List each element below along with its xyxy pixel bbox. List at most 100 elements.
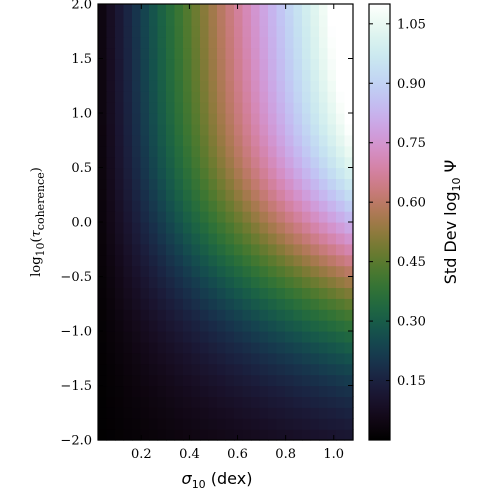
heatmap-cell xyxy=(200,58,210,70)
heatmap-cell xyxy=(293,167,303,179)
heatmap-cell xyxy=(208,331,218,343)
heatmap-cell xyxy=(106,298,116,310)
heatmap-cell xyxy=(183,178,193,190)
heatmap-cell xyxy=(285,407,295,419)
heatmap-cell xyxy=(157,222,167,234)
heatmap-cell xyxy=(234,341,244,354)
heatmap-cell xyxy=(251,80,261,92)
heatmap-cell xyxy=(200,189,210,201)
heatmap-cell xyxy=(191,102,201,114)
heatmap-cell xyxy=(166,287,176,299)
heatmap-cell xyxy=(302,178,312,190)
heatmap-cell xyxy=(242,429,252,441)
heatmap-cell xyxy=(259,407,269,419)
heatmap-cell xyxy=(234,232,244,245)
heatmap-cell xyxy=(140,429,150,441)
heatmap-cell xyxy=(268,222,278,234)
heatmap-cell xyxy=(217,36,227,49)
heatmap-cell xyxy=(123,36,133,49)
heatmap-cell xyxy=(276,352,286,365)
heatmap-cell xyxy=(242,254,252,267)
heatmap-cell xyxy=(310,189,320,201)
heatmap-cell xyxy=(183,320,193,332)
heatmap-cell xyxy=(140,374,150,387)
heatmap-cell xyxy=(276,396,286,408)
heatmap-cell xyxy=(208,145,218,158)
heatmap-cell xyxy=(319,331,329,343)
heatmap-cell xyxy=(115,4,125,16)
heatmap-cell xyxy=(98,265,108,278)
heatmap-cell xyxy=(208,276,218,288)
heatmap-cell xyxy=(302,232,312,245)
heatmap-cell xyxy=(217,309,227,321)
heatmap-cell xyxy=(149,265,159,278)
heatmap-cell xyxy=(276,407,286,419)
heatmap-cell xyxy=(251,352,261,365)
heatmap-cell xyxy=(140,276,150,288)
heatmap-cell xyxy=(344,276,354,288)
heatmap-cell xyxy=(217,363,227,376)
heatmap-cell xyxy=(302,156,312,169)
heatmap-cell xyxy=(208,47,218,60)
heatmap-cell xyxy=(149,113,159,125)
heatmap-cell xyxy=(225,418,235,430)
heatmap-cell xyxy=(251,265,261,278)
heatmap-cell xyxy=(234,320,244,332)
heatmap-cell xyxy=(251,200,261,212)
heatmap-cell xyxy=(183,352,193,365)
heatmap-cell xyxy=(123,178,133,190)
heatmap-cell xyxy=(208,309,218,321)
y-tick-label: −1.5 xyxy=(60,379,92,394)
heatmap-cell xyxy=(319,222,329,234)
heatmap-cell xyxy=(276,14,286,27)
heatmap-cell xyxy=(132,156,142,169)
colorbar xyxy=(368,3,391,441)
heatmap-cell xyxy=(336,309,346,321)
heatmap-cell xyxy=(200,200,210,212)
heatmap-cell xyxy=(98,331,108,343)
heatmap-cell xyxy=(302,352,312,365)
heatmap-cell xyxy=(106,265,116,278)
heatmap-cell xyxy=(149,320,159,332)
heatmap-cell xyxy=(285,178,295,190)
heatmap-cell xyxy=(310,341,320,354)
heatmap-cell xyxy=(140,254,150,267)
heatmap-cell xyxy=(276,363,286,376)
heatmap-cell xyxy=(191,4,201,16)
heatmap-cell xyxy=(285,396,295,408)
heatmap-cell xyxy=(106,309,116,321)
heatmap-cell xyxy=(293,320,303,332)
heatmap-cell xyxy=(259,287,269,299)
heatmap-cell xyxy=(336,211,346,223)
heatmap-cell xyxy=(208,69,218,81)
heatmap-cell xyxy=(115,69,125,81)
heatmap-cell xyxy=(242,4,252,16)
heatmap-cell xyxy=(132,276,142,288)
heatmap-cell xyxy=(327,36,337,49)
heatmap-cell xyxy=(183,396,193,408)
heatmap-cell xyxy=(157,429,167,441)
heatmap-cell xyxy=(123,189,133,201)
heatmap-cell xyxy=(259,298,269,310)
heatmap-cell xyxy=(166,331,176,343)
y-tick-label: 1.0 xyxy=(71,107,92,122)
heatmap-cell xyxy=(336,232,346,245)
heatmap-cell xyxy=(157,331,167,343)
heatmap-cell xyxy=(310,222,320,234)
heatmap-cell xyxy=(140,123,150,136)
heatmap-cell xyxy=(310,58,320,70)
heatmap-cell xyxy=(166,4,176,16)
heatmap-cell xyxy=(183,331,193,343)
heatmap-cell xyxy=(327,14,337,27)
heatmap-cell xyxy=(98,80,108,92)
heatmap-cell xyxy=(234,298,244,310)
heatmap-cell xyxy=(310,156,320,169)
heatmap-cell xyxy=(98,429,108,441)
heatmap-cell xyxy=(98,298,108,310)
heatmap-cell xyxy=(251,102,261,114)
heatmap-cell xyxy=(327,69,337,81)
heatmap-cell xyxy=(259,320,269,332)
heatmap-cell xyxy=(183,156,193,169)
heatmap-cell xyxy=(268,47,278,60)
heatmap-cell xyxy=(157,189,167,201)
